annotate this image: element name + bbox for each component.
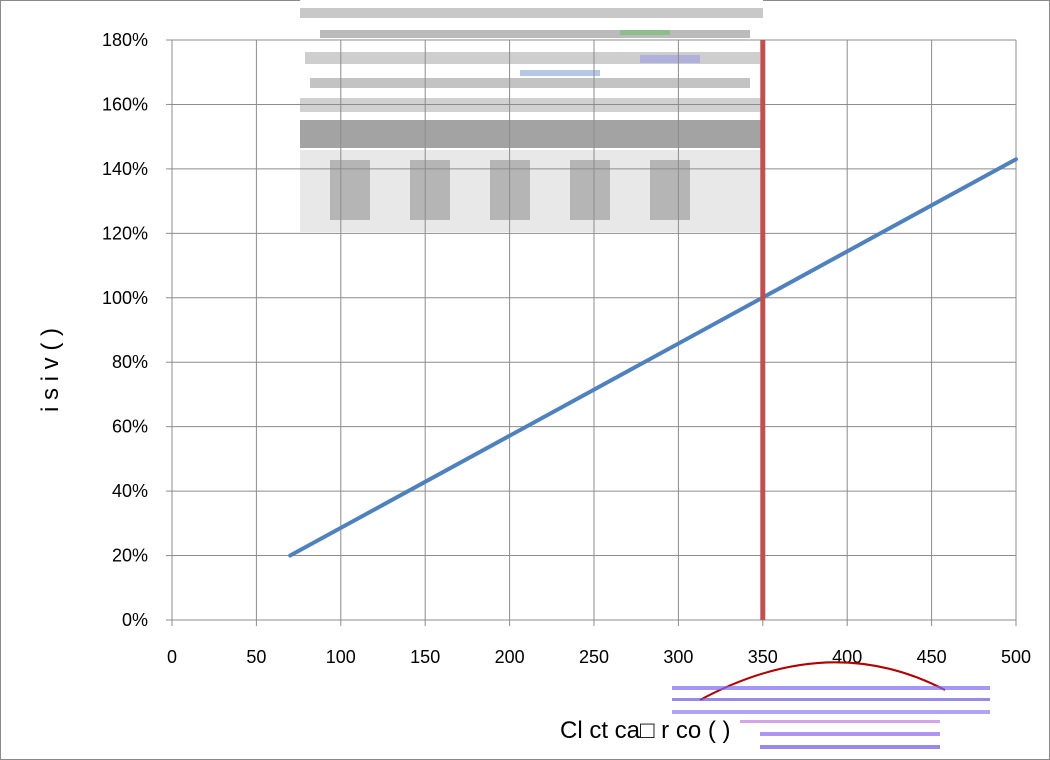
- watermark-image: [300, 0, 763, 232]
- y-tick-label: 0%: [122, 610, 148, 630]
- x-tick-label: 350: [748, 647, 778, 667]
- x-axis-label: Cl ct ca□ r co ( ): [560, 717, 731, 744]
- stamp-image: [672, 661, 990, 749]
- y-tick-label: 160%: [102, 94, 148, 114]
- y-tick-label: 180%: [102, 30, 148, 50]
- y-tick-label: 100%: [102, 288, 148, 308]
- y-axis-label: i s i v ( ): [37, 328, 64, 412]
- x-tick-label: 250: [579, 647, 609, 667]
- series-line: [288, 157, 1018, 558]
- x-tick-label: 100: [326, 647, 356, 667]
- x-tick-label: 150: [410, 647, 440, 667]
- y-tick-label: 80%: [112, 352, 148, 372]
- gridlines: [172, 39, 1017, 620]
- x-tick-label: 0: [167, 647, 177, 667]
- y-tick-label: 120%: [102, 223, 148, 243]
- series-layer: [288, 157, 1018, 558]
- y-tick-label: 60%: [112, 417, 148, 437]
- y-tick-label: 140%: [102, 159, 148, 179]
- x-tick-label: 500: [1001, 647, 1031, 667]
- x-tick-label: 450: [917, 647, 947, 667]
- x-tick-label: 50: [246, 647, 266, 667]
- y-tick-label: 40%: [112, 481, 148, 501]
- y-tick-label: 20%: [112, 546, 148, 566]
- x-tick-label: 200: [495, 647, 525, 667]
- x-tick-label: 300: [663, 647, 693, 667]
